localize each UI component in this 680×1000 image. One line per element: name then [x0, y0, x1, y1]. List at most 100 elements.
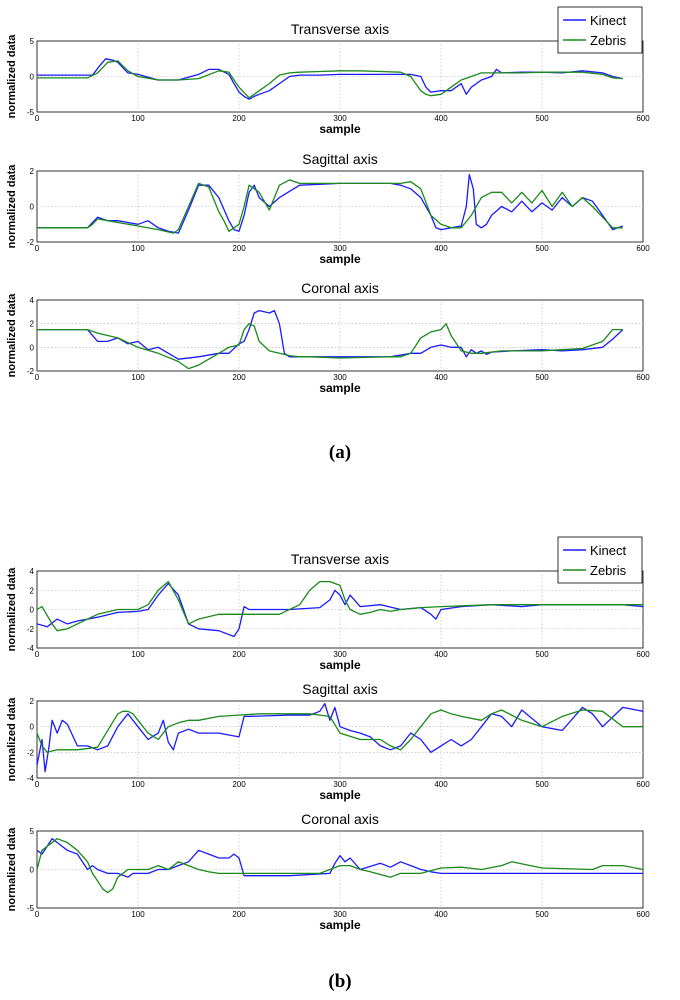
y-tick-label: -5 — [27, 108, 35, 117]
x-tick-label: 300 — [333, 780, 347, 789]
x-tick-label: 600 — [636, 650, 650, 659]
legend-box — [557, 6, 643, 54]
x-tick-label: 400 — [434, 910, 448, 919]
x-tick-label: 500 — [535, 373, 549, 382]
series-line-zebris — [37, 179, 623, 234]
x-tick-label: 400 — [434, 244, 448, 253]
y-tick-label: 2 — [30, 586, 35, 595]
x-tick-label: 400 — [434, 650, 448, 659]
x-tick-label: 600 — [636, 114, 650, 123]
y-tick-label: 5 — [30, 827, 35, 836]
x-tick-label: 0 — [35, 114, 40, 123]
x-tick-label: 500 — [535, 244, 549, 253]
x-tick-label: 100 — [131, 114, 145, 123]
chart-title: Transverse axis — [291, 21, 389, 37]
y-tick-label: 0 — [30, 723, 35, 732]
y-tick-label: 0 — [30, 606, 35, 615]
x-tick-label: 500 — [535, 114, 549, 123]
y-tick-label: 5 — [30, 37, 35, 46]
chart-title: Transverse axis — [291, 551, 389, 567]
y-tick-label: 0 — [30, 203, 35, 212]
y-tick-label: -2 — [27, 367, 35, 376]
chart-title: Sagittal axis — [302, 681, 377, 697]
y-tick-label: 2 — [30, 320, 35, 329]
x-tick-label: 100 — [131, 650, 145, 659]
chart-title: Sagittal axis — [302, 151, 377, 167]
x-tick-label: 200 — [232, 910, 246, 919]
x-tick-label: 100 — [131, 373, 145, 382]
x-axis-label: sample — [319, 658, 361, 672]
x-tick-label: 300 — [333, 910, 347, 919]
x-tick-label: 200 — [232, 650, 246, 659]
y-tick-label: 0 — [30, 73, 35, 82]
y-tick-label: 2 — [30, 167, 35, 176]
legend-label-zebris: Zebris — [590, 33, 627, 48]
y-axis-label: normalized data — [6, 697, 18, 782]
series-line-zebris — [36, 709, 643, 753]
legend-box — [557, 536, 643, 584]
x-tick-label: 400 — [434, 780, 448, 789]
y-tick-label: -2 — [27, 238, 35, 247]
x-tick-label: 300 — [333, 244, 347, 253]
series-line-zebris — [37, 60, 623, 99]
chart-title: Coronal axis — [301, 811, 379, 827]
legend-label-kinect: Kinect — [590, 543, 627, 558]
y-tick-label: -2 — [27, 748, 35, 757]
x-tick-label: 0 — [35, 373, 40, 382]
y-tick-label: 2 — [30, 697, 35, 706]
x-tick-label: 0 — [35, 780, 40, 789]
y-tick-label: 4 — [30, 567, 35, 576]
legend-label-kinect: Kinect — [590, 13, 627, 28]
legend-label-zebris: Zebris — [590, 563, 627, 578]
x-axis-label: sample — [319, 252, 361, 266]
x-axis-label: sample — [319, 918, 361, 932]
x-tick-label: 500 — [535, 910, 549, 919]
y-tick-label: -4 — [27, 774, 35, 783]
y-axis-label: normalized data — [6, 567, 18, 652]
y-axis-label: normalized data — [6, 827, 18, 912]
x-tick-label: 600 — [636, 910, 650, 919]
series-line-zebris — [36, 838, 644, 894]
x-tick-label: 400 — [434, 373, 448, 382]
x-tick-label: 400 — [434, 114, 448, 123]
chart-b-transverse: 0 100 200 300 400 500 600 -4 -2 0 2 4 Transverse axi… — [6, 536, 650, 672]
panel-label-b: (b) — [328, 971, 351, 992]
x-tick-label: 500 — [535, 650, 549, 659]
x-tick-label: 200 — [232, 780, 246, 789]
x-tick-label: 0 — [35, 650, 40, 659]
y-axis-label: normalized data — [6, 34, 18, 119]
x-tick-label: 100 — [131, 910, 145, 919]
x-axis-label: sample — [319, 122, 361, 136]
x-tick-label: 100 — [131, 244, 145, 253]
y-tick-label: -4 — [27, 644, 35, 653]
series-line-kinect — [36, 838, 643, 878]
x-tick-label: 300 — [333, 373, 347, 382]
y-tick-label: 4 — [30, 296, 35, 305]
x-tick-label: 300 — [333, 650, 347, 659]
x-tick-label: 200 — [232, 373, 246, 382]
panel-label-a: (a) — [329, 442, 351, 463]
series-line-kinect — [36, 702, 644, 773]
x-tick-label: 300 — [333, 114, 347, 123]
x-tick-label: 100 — [131, 780, 145, 789]
x-tick-label: 200 — [232, 244, 246, 253]
legend: Kinect Zebris — [557, 6, 643, 54]
y-tick-label: 0 — [30, 343, 35, 352]
legend: Kinect Zebris — [557, 536, 643, 584]
y-axis-label: normalized data — [6, 164, 18, 249]
x-tick-label: 600 — [636, 244, 650, 253]
x-tick-label: 600 — [636, 780, 650, 789]
x-axis-label: sample — [319, 381, 361, 395]
y-tick-label: 0 — [30, 866, 35, 875]
series-line-zebris — [37, 323, 623, 370]
x-tick-label: 0 — [35, 244, 40, 253]
x-axis-label: sample — [319, 788, 361, 802]
x-tick-label: 0 — [35, 910, 40, 919]
x-tick-label: 200 — [232, 114, 246, 123]
series-line-zebris — [36, 580, 643, 632]
